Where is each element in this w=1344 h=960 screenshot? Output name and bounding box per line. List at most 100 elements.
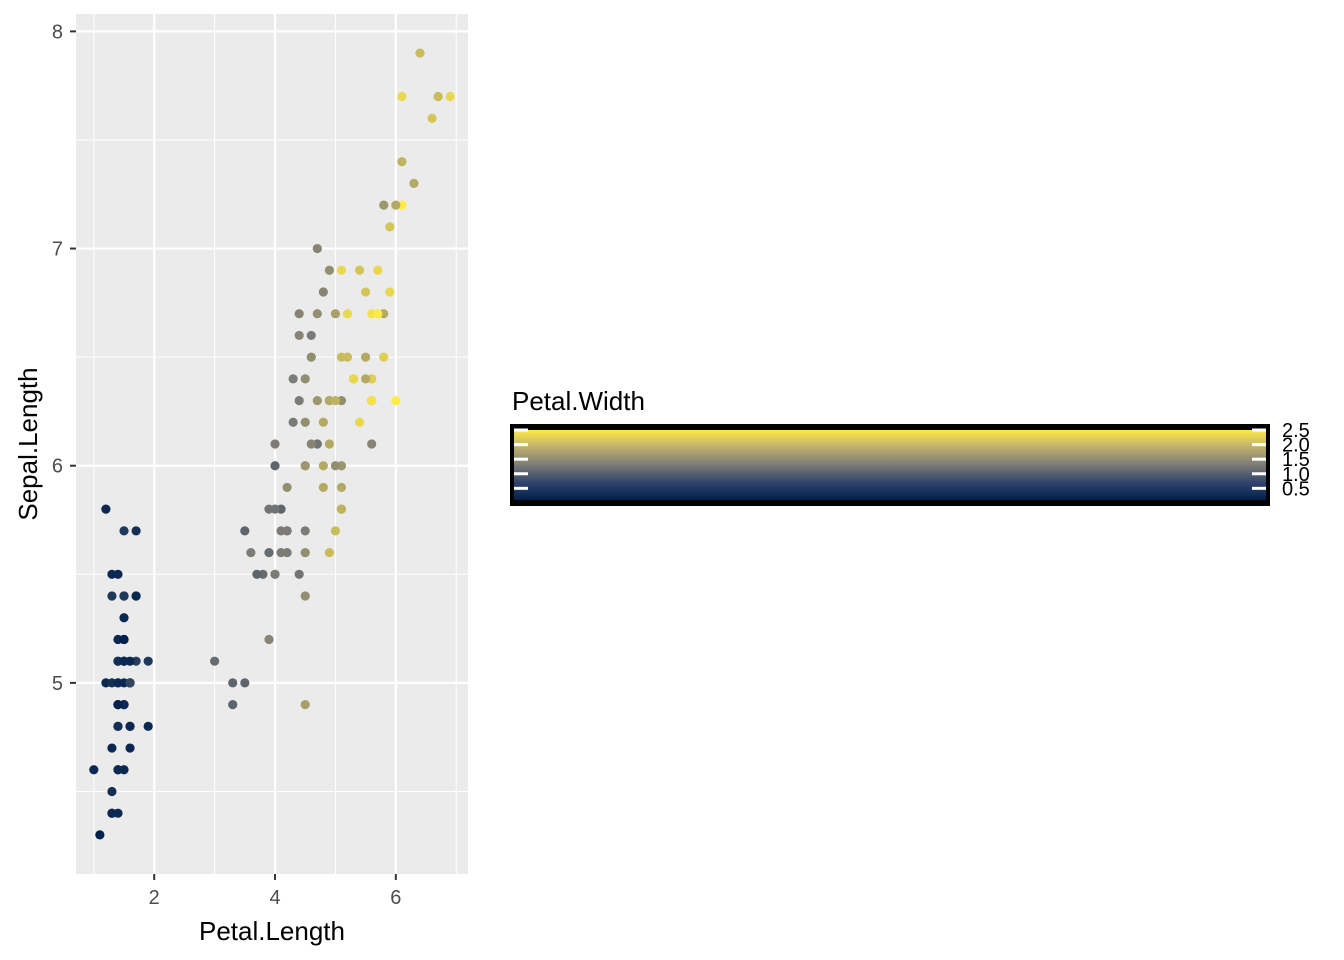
y-tick-label: 7 [52,239,63,261]
colorbar-gradient [514,430,1266,500]
data-point [276,526,286,536]
data-point [113,721,123,731]
data-point [445,91,455,102]
data-point [300,461,310,471]
data-point [300,417,310,427]
legend-label: 1.0 [1282,464,1310,486]
data-point [312,395,322,406]
data-point [391,395,401,406]
data-point [107,786,117,797]
data-point [336,482,347,493]
data-point [318,417,328,427]
colorbar-ticks: 2.52.01.51.00.5 [514,420,1310,500]
data-point [228,678,238,688]
data-point [125,656,135,666]
data-point [210,656,220,666]
data-point [361,374,371,384]
data-point [300,526,310,536]
data-point [119,526,129,536]
x-tick-label: 4 [269,887,280,909]
data-point [373,265,383,275]
data-point [294,330,304,341]
data-point [330,526,341,536]
data-point [373,309,383,319]
data-point [433,91,443,102]
data-point [282,547,292,558]
data-point [294,569,304,579]
data-point [306,439,316,449]
data-point [367,395,377,406]
legend-label: 0.5 [1282,478,1310,500]
data-point [264,547,274,558]
data-point [367,439,377,449]
data-point [143,721,153,731]
data-point [379,352,389,362]
data-point [342,352,353,362]
data-point [306,352,316,362]
data-point [397,157,407,167]
colorbar-legend: Petal.Width 2.52.01.51.00.5 [510,386,1310,506]
data-point [354,265,365,275]
data-point [282,482,292,493]
data-point [330,309,341,319]
data-point [288,417,298,427]
y-axis-ticks: 5 6 7 8 [52,21,76,695]
data-point [391,200,401,210]
data-point [318,461,328,471]
x-tick-label: 2 [149,887,160,909]
data-point [107,743,117,753]
legend-title: Petal.Width [512,386,645,416]
x-axis-ticks: 2 4 6 [149,874,401,909]
data-point [125,678,135,688]
data-point [270,439,280,449]
data-point [89,765,99,775]
data-point [240,678,250,688]
data-point [336,265,347,275]
data-point [95,830,105,840]
data-point [324,265,334,275]
data-point [300,374,310,384]
data-point [270,504,280,514]
data-point [131,591,141,601]
y-axis-title: Sepal.Length [13,367,43,520]
data-point [131,526,141,536]
data-point [252,569,262,579]
data-point [119,634,129,645]
data-point [318,482,328,493]
data-point [306,330,316,341]
minor-gridlines [76,14,468,874]
data-point [143,656,153,666]
y-tick-label: 6 [52,456,63,478]
data-point [288,374,298,384]
data-point [294,395,304,406]
data-point [113,765,123,775]
data-point [312,309,322,319]
data-point [318,287,328,297]
legend-label: 2.0 [1282,435,1310,457]
data-point [385,287,395,297]
data-point [342,309,353,319]
data-point [294,309,304,319]
data-point [119,591,129,601]
data-point [330,461,341,471]
data-point [300,700,310,710]
data-point [107,808,117,818]
data-point [415,48,425,58]
x-axis-title: Petal.Length [199,916,345,946]
data-point [264,634,274,645]
data-point [119,613,129,623]
data-point [107,569,117,579]
data-point [397,91,407,102]
data-point [348,374,359,384]
data-point [324,439,334,449]
data-point [240,526,250,536]
y-tick-label: 5 [52,673,63,695]
data-point [336,504,347,514]
data-point [300,547,310,558]
data-point [270,569,280,579]
legend-label: 2.5 [1282,420,1310,442]
data-point [270,461,280,471]
scatter-points [89,48,455,840]
x-tick-label: 6 [390,887,401,909]
